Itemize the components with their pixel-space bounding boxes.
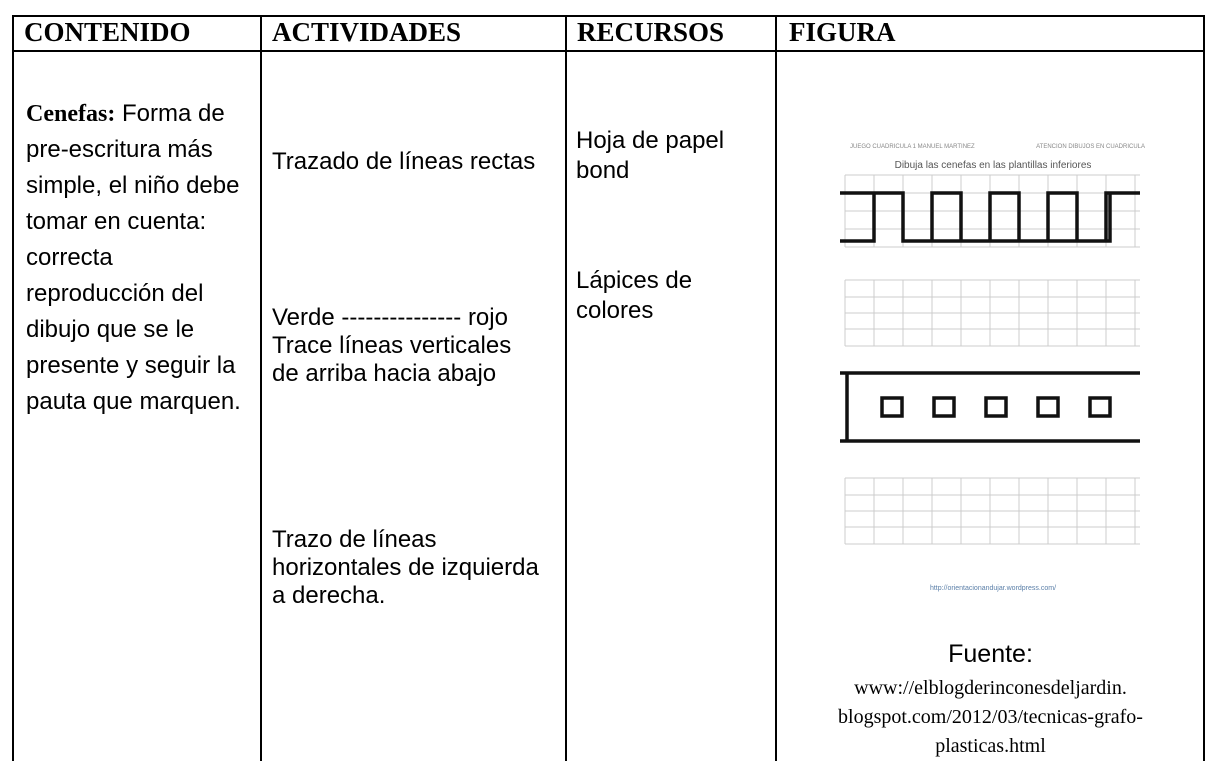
source-label: Fuente:: [948, 640, 1033, 668]
term: Cenefas:: [26, 101, 116, 127]
description: Forma de pre-escritura más simple, el ni…: [26, 100, 241, 415]
source-line: www://elblogderinconesdeljardin.: [854, 677, 1127, 699]
content-cell: Cenefas: Forma de pre-escritura más simp…: [26, 96, 254, 420]
border-pattern: [840, 371, 1140, 443]
header-cell: CONTENIDO: [24, 17, 191, 47]
activity: Trazo de líneas horizontales de izquierd…: [272, 526, 539, 609]
header-cell: FIGURA: [789, 17, 896, 47]
resource: Lápices de colores: [576, 267, 693, 324]
source-line: blogspot.com/2012/03/tecnicas-grafo-: [838, 706, 1143, 728]
header-cell: ACTIVIDADES: [272, 17, 462, 47]
image-text: ATENCION DIBUJOS EN CUADRICULA: [1036, 144, 1145, 150]
image-text: JUEGO CUADRICULA 1 MANUEL MARTINEZ: [850, 144, 975, 150]
grid: [844, 174, 1140, 545]
table-border: [12, 15, 14, 761]
figure-image: JUEGO CUADRICULA 1 MANUEL MARTINEZ ATENC…: [840, 144, 1145, 592]
image-text: http://orientacionandujar.wordpress.com/: [930, 585, 1056, 592]
source-line: plasticas.html: [935, 735, 1046, 757]
resource: Hoja de papel bond: [576, 127, 725, 184]
header-cell: RECURSOS: [577, 17, 725, 47]
table-border: [1203, 15, 1205, 761]
table-border: [775, 15, 777, 761]
table-border: [260, 15, 262, 761]
activity: Verde --------------- rojo Trace líneas …: [272, 304, 512, 387]
image-text: Dibuja las cenefas en las plantillas inf…: [895, 160, 1092, 171]
activity: Trazado de líneas rectas: [272, 148, 536, 175]
table-border: [12, 15, 1205, 17]
border-pattern: [840, 191, 1140, 243]
table-border: [565, 15, 567, 761]
table-border: [12, 50, 1205, 52]
